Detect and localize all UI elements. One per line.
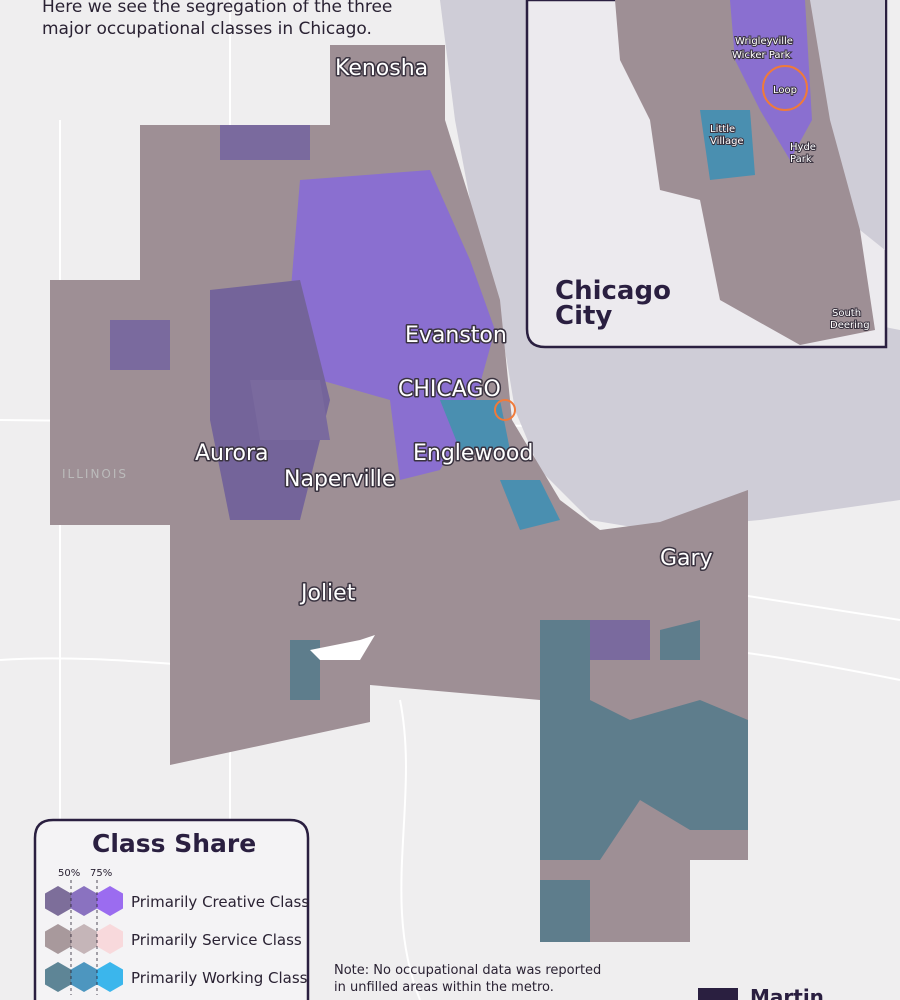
place-label: Naperville — [284, 467, 395, 492]
loop-outline — [494, 399, 516, 421]
logo: Martin — [750, 985, 824, 1000]
legend-swatch — [97, 886, 123, 916]
inset-title: City — [555, 301, 612, 331]
legend-swatch — [71, 962, 97, 992]
inset-place-label: Hyde — [790, 142, 816, 153]
place-label: Englewood — [413, 441, 533, 466]
legend-title: Class Share — [92, 829, 256, 858]
inset-place-label: South — [832, 308, 861, 319]
legend-threshold: 75% — [90, 868, 112, 879]
legend-swatch — [45, 886, 71, 916]
legend-swatch — [45, 962, 71, 992]
inset-place-label: Little — [710, 124, 735, 135]
legend-swatch — [45, 924, 71, 954]
legend-threshold: 50% — [58, 868, 80, 879]
inset-title: Chicago — [555, 276, 671, 306]
inset-place-label: Wicker Park — [732, 50, 791, 61]
intro-text: major occupational classes in Chicago. — [42, 19, 372, 39]
lake — [440, 0, 900, 530]
legend-swatch — [97, 962, 123, 992]
inset-place-label: Village — [710, 136, 744, 147]
place-label: Joliet — [299, 581, 356, 606]
legend-swatch — [71, 886, 97, 916]
place-label: Gary — [660, 546, 713, 571]
place-label: Evanston — [405, 323, 507, 348]
unfilled-area — [310, 635, 375, 660]
legend-label: Primarily Service Class — [131, 931, 302, 949]
place-label: Kenosha — [335, 56, 428, 81]
legend-swatch — [97, 924, 123, 954]
legend-swatch — [71, 924, 97, 954]
inset-place-label: Loop — [773, 85, 797, 96]
legend-label: Primarily Creative Class — [131, 893, 309, 911]
note: Note: No occupational data was reported — [334, 963, 601, 978]
inset: Wrigleyville Wicker Park Loop Little Vil… — [525, 0, 888, 349]
inset-place-label: Deering — [830, 320, 870, 331]
inset-place-label: Wrigleyville — [735, 36, 793, 47]
threshold-line — [70, 880, 98, 995]
intro-text: Here we see the segregation of the three — [42, 0, 392, 17]
note: in unfilled areas within the metro. — [334, 980, 554, 995]
place-label: CHICAGO — [398, 377, 501, 402]
inset-place-label: Park — [790, 154, 812, 165]
logo-mark — [698, 988, 738, 1000]
legend: Class Share 50% 75% Primarily Creative C… — [33, 818, 309, 1000]
state-label: ILLINOIS — [62, 467, 128, 481]
working-areas — [290, 400, 748, 942]
legend-label: Primarily Working Class — [131, 969, 308, 987]
place-label: Aurora — [195, 441, 269, 466]
